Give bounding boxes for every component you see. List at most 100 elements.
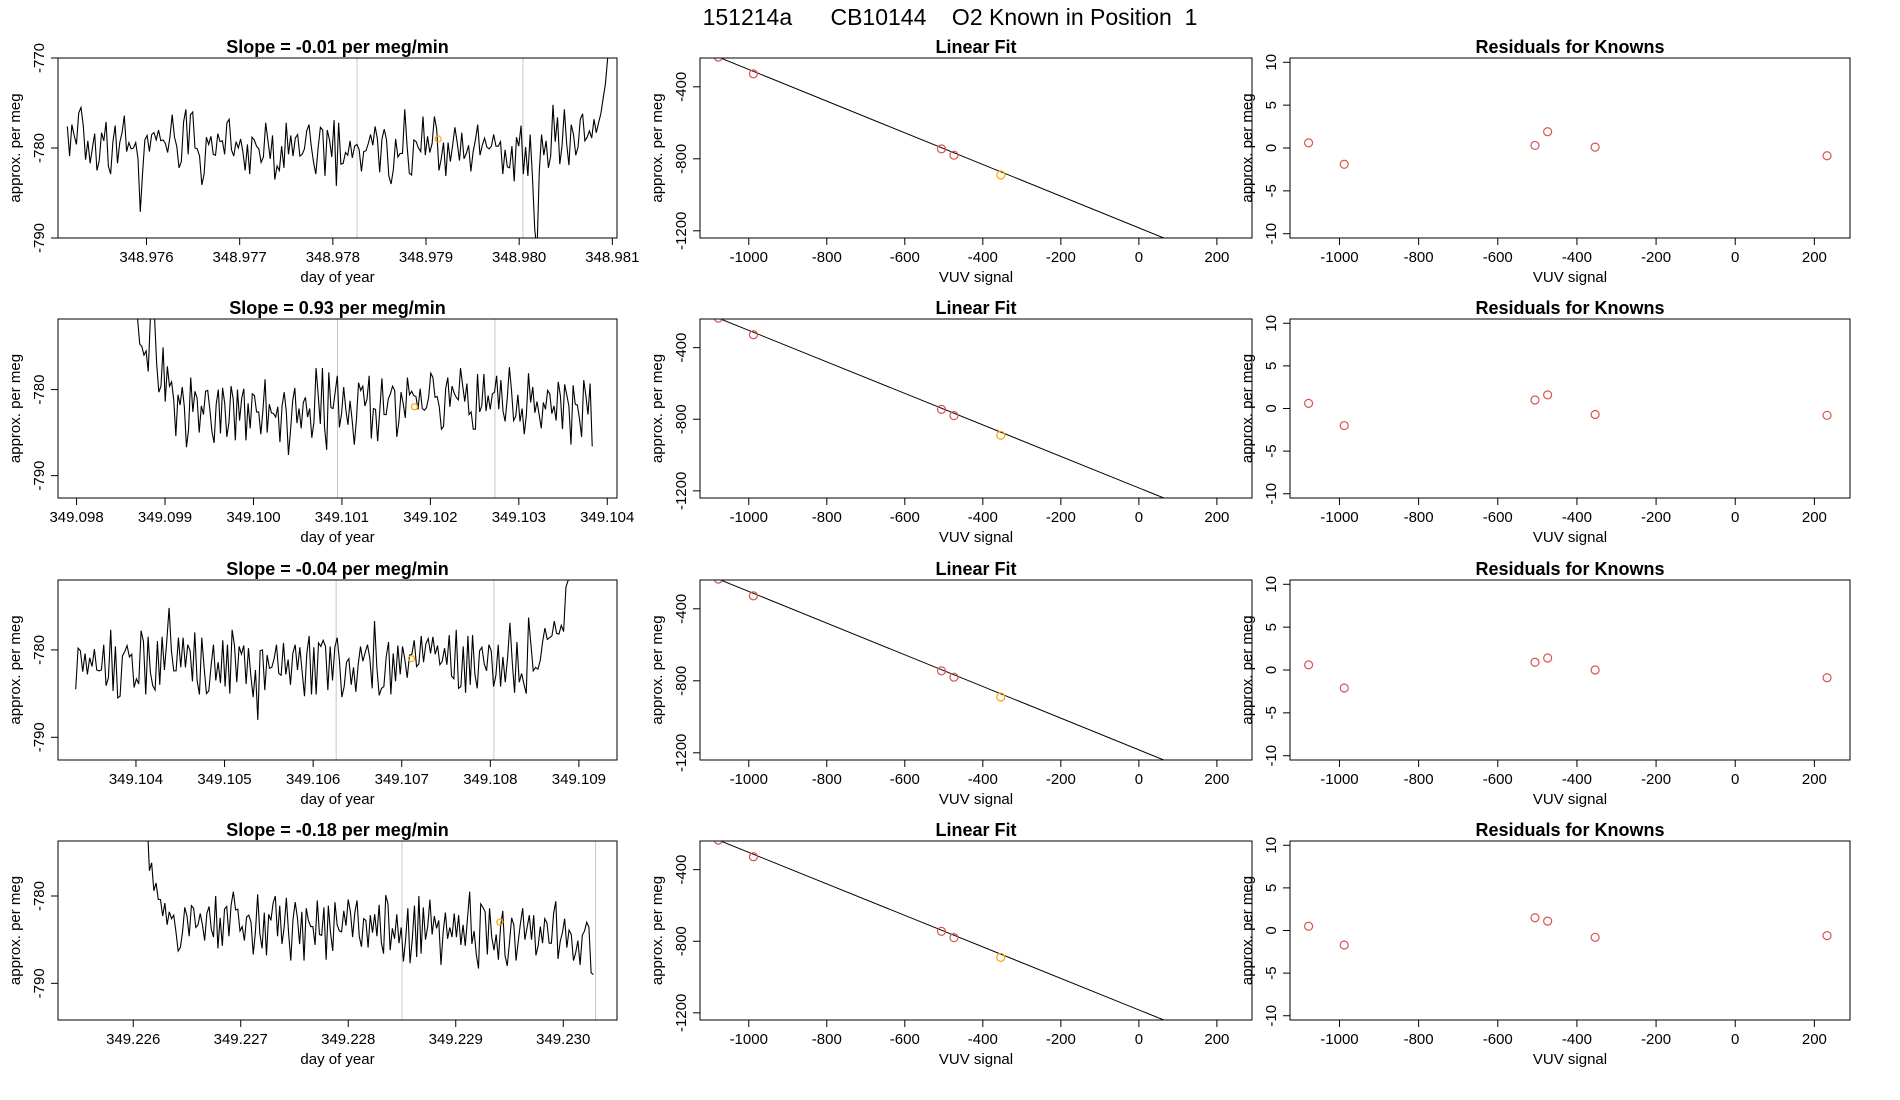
x-axis-label: day of year xyxy=(300,1051,374,1068)
y-tick-label: -780 xyxy=(31,375,48,405)
unknown-point xyxy=(996,430,1006,440)
residual-point xyxy=(1304,398,1314,408)
y-tick-label: 5 xyxy=(1263,101,1280,109)
x-tick-label: 200 xyxy=(1204,1031,1229,1048)
highlight-point xyxy=(410,403,419,411)
residual-point xyxy=(1304,138,1314,148)
x-tick-label: -200 xyxy=(1046,249,1076,266)
residual-point xyxy=(1543,916,1553,926)
unknown-point xyxy=(996,692,1006,702)
x-tick-label: 200 xyxy=(1204,249,1229,266)
chart-title: Linear Fit xyxy=(935,298,1016,318)
known-point xyxy=(949,150,959,160)
x-tick-label: -800 xyxy=(812,509,842,526)
series-line xyxy=(66,58,609,238)
unknown-point xyxy=(996,952,1006,962)
plot-frame xyxy=(699,579,1253,761)
residual-point xyxy=(1339,683,1349,693)
chart-linear-fit-row-3: Linear Fit VUV signal approx. per meg -1000… xyxy=(649,559,1253,808)
y-axis-label: approx. per meg xyxy=(649,615,666,724)
x-tick-label: 348.977 xyxy=(213,249,267,266)
known-point xyxy=(713,841,723,845)
x-tick-label: 200 xyxy=(1802,509,1827,526)
x-tick-label: -800 xyxy=(1404,771,1434,788)
x-tick-label: 0 xyxy=(1135,771,1143,788)
y-tick-label: -1200 xyxy=(673,472,690,510)
chart-title: Linear Fit xyxy=(935,37,1016,57)
known-point xyxy=(713,58,723,62)
x-tick-label: 348.981 xyxy=(585,249,639,266)
residual-point xyxy=(1339,420,1349,431)
y-tick-label: 10 xyxy=(1263,315,1280,332)
x-tick-label: 349.226 xyxy=(106,1031,160,1048)
x-tick-label: -800 xyxy=(812,249,842,266)
chart-time-series-row-1: Slope = -0.01 per meg/min day of year appr… xyxy=(7,37,639,286)
known-point xyxy=(713,319,723,323)
y-tick-label: -400 xyxy=(673,594,690,624)
x-tick-label: 200 xyxy=(1802,771,1827,788)
known-point xyxy=(936,926,947,936)
y-tick-label: 5 xyxy=(1263,884,1280,892)
x-tick-label: 0 xyxy=(1135,1031,1143,1048)
x-tick-label: -1000 xyxy=(1320,771,1358,788)
chart-title: Slope = -0.18 per meg/min xyxy=(226,820,449,840)
x-tick-label: -800 xyxy=(812,771,842,788)
y-tick-label: -790 xyxy=(31,461,48,491)
x-tick-label: 349.228 xyxy=(321,1031,375,1048)
chart-title: Linear Fit xyxy=(935,559,1016,579)
chart-residuals-row-2: Residuals for Knowns VUV signal approx. pe… xyxy=(1239,298,1851,546)
y-axis-label: approx. per meg xyxy=(1239,354,1256,463)
chart-residuals-row-1: Residuals for Knowns VUV signal approx. pe… xyxy=(1239,37,1851,286)
x-tick-label: 349.230 xyxy=(536,1031,590,1048)
x-tick-label: 349.101 xyxy=(315,509,369,526)
y-axis-label: approx. per meg xyxy=(7,354,24,463)
x-tick-label: -1000 xyxy=(1320,249,1358,266)
x-axis-label: VUV signal xyxy=(939,269,1013,286)
x-tick-label: -800 xyxy=(1404,1031,1434,1048)
plot-area xyxy=(1304,653,1832,693)
fit-line xyxy=(719,58,1166,238)
y-tick-label: -5 xyxy=(1263,706,1280,719)
residual-point xyxy=(1530,395,1540,405)
residual-point xyxy=(1543,127,1553,137)
x-tick-label: 349.102 xyxy=(403,509,457,526)
x-tick-label: 349.229 xyxy=(429,1031,483,1048)
x-tick-label: -400 xyxy=(1562,509,1592,526)
known-point xyxy=(713,580,723,584)
known-point xyxy=(949,933,959,943)
y-axis-label: approx. per meg xyxy=(1239,615,1256,724)
plot-frame xyxy=(57,318,618,499)
y-tick-label: -770 xyxy=(31,43,48,73)
plot-area xyxy=(137,319,593,498)
x-tick-label: -1000 xyxy=(730,771,768,788)
x-tick-label: -400 xyxy=(968,249,998,266)
x-tick-label: -400 xyxy=(1562,771,1592,788)
known-point xyxy=(936,404,947,414)
x-tick-label: -200 xyxy=(1046,1031,1076,1048)
x-tick-label: -400 xyxy=(968,1031,998,1048)
y-tick-label: 5 xyxy=(1263,362,1280,370)
highlight-point xyxy=(407,655,416,663)
residual-point xyxy=(1339,940,1349,950)
y-tick-label: 5 xyxy=(1263,623,1280,631)
x-tick-label: 0 xyxy=(1731,249,1739,266)
x-tick-label: -400 xyxy=(1562,1031,1592,1048)
y-tick-label: -400 xyxy=(673,72,690,102)
plot-frame xyxy=(57,840,618,1021)
y-axis-label: approx. per meg xyxy=(649,93,666,202)
plot-area xyxy=(713,580,1166,760)
y-tick-label: -800 xyxy=(673,666,690,696)
y-tick-label: -400 xyxy=(673,855,690,885)
plot-frame xyxy=(699,57,1253,239)
residual-point xyxy=(1339,159,1349,169)
x-tick-label: 348.980 xyxy=(492,249,546,266)
residual-point xyxy=(1590,665,1600,675)
x-tick-label: -600 xyxy=(1483,249,1513,266)
x-axis-label: VUV signal xyxy=(1533,791,1607,808)
plot-frame xyxy=(699,318,1253,499)
chart-title: Residuals for Knowns xyxy=(1475,559,1664,579)
chart-title: Residuals for Knowns xyxy=(1475,37,1664,57)
x-tick-label: -200 xyxy=(1046,771,1076,788)
fit-line xyxy=(719,841,1166,1020)
residual-point xyxy=(1543,653,1553,663)
